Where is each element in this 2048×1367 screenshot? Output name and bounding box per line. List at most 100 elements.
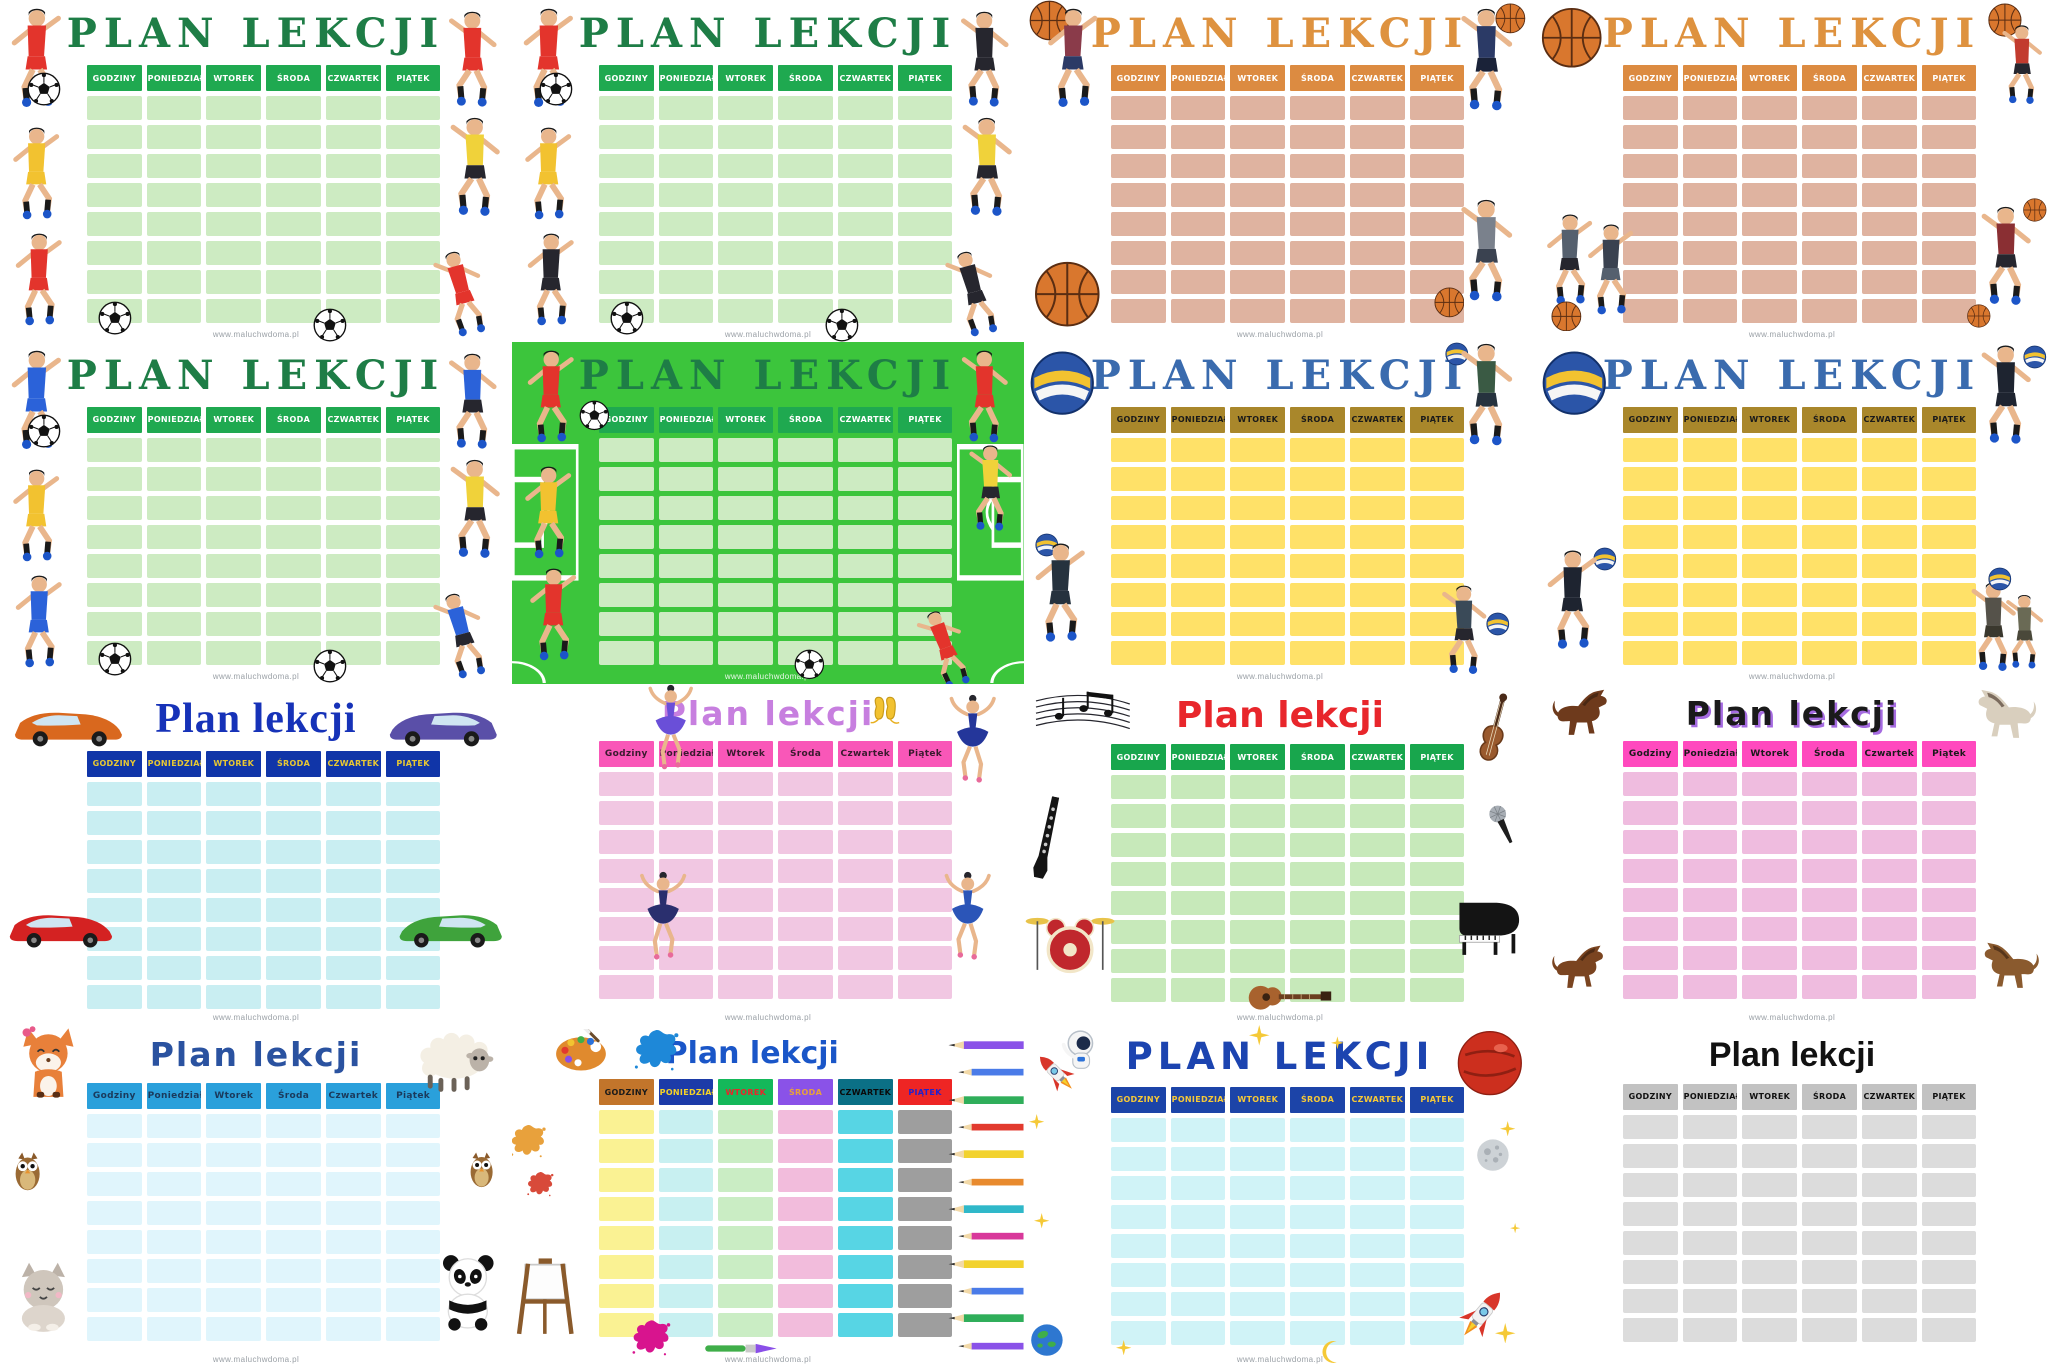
empty-slot [86, 1287, 142, 1312]
empty-slot [1349, 1320, 1405, 1345]
empty-slot [1409, 125, 1465, 149]
empty-slot [598, 640, 654, 665]
empty-slot [146, 437, 202, 462]
empty-slot [325, 1287, 381, 1312]
sparkle-icon [1029, 1114, 1044, 1129]
empty-slot [658, 1255, 714, 1280]
empty-slot [1170, 640, 1226, 665]
empty-slot [1742, 582, 1798, 607]
timetable-row [86, 839, 441, 864]
timetable-card-soccer-blue[interactable]: PLAN LEKCJI GODZINYPONIEDZIAŁEKWTOREKŚRO… [0, 341, 512, 684]
empty-slot [598, 1168, 654, 1193]
empty-slot [1682, 1317, 1738, 1342]
timetable-card-volleyball-1[interactable]: PLAN LEKCJI GODZINYPONIEDZIAŁEKWTOREKŚRO… [1024, 341, 1536, 684]
timetable-card-art[interactable]: Plan lekcji GODZINYPONIEDZIAŁEKWTOREKŚRO… [512, 1025, 1024, 1367]
empty-slot [86, 466, 142, 491]
empty-slot [718, 466, 774, 491]
empty-slot [1802, 1201, 1857, 1226]
empty-slot [325, 241, 381, 265]
empty-slot [325, 955, 381, 980]
day-header-2: WTOREK [1742, 406, 1798, 433]
empty-slot [1861, 858, 1917, 883]
empty-slot [837, 582, 893, 607]
timetable-card-soccer-field[interactable]: PLAN LEKCJI GODZINYPONIEDZIAŁEKWTOREKŚRO… [512, 341, 1024, 684]
empty-slot [1230, 775, 1286, 800]
empty-slot [718, 974, 774, 999]
empty-slot [897, 270, 953, 294]
timetable-card-cars[interactable]: Plan lekcji GODZINYPONIEDZIAŁEKWTOREKŚRO… [0, 683, 512, 1026]
empty-slot [266, 582, 321, 607]
empty-slot [1409, 611, 1465, 636]
empty-slot [266, 955, 321, 980]
empty-slot [1921, 437, 1977, 462]
empty-slot [385, 524, 441, 549]
empty-slot [1409, 241, 1465, 265]
timetable-card-music[interactable]: Plan lekcji GODZINYPONIEDZIAŁEKWTOREKŚRO… [1024, 683, 1536, 1026]
empty-slot [1409, 949, 1465, 974]
empty-slot [1861, 1317, 1917, 1342]
soccer-player-icon [5, 574, 72, 670]
timetable-card-horses[interactable]: Plan lekcji GodzinyPoniedziałekWtorekŚro… [1536, 683, 2048, 1026]
timetable-row [86, 640, 441, 665]
empty-slot [598, 1139, 654, 1164]
empty-slot [778, 800, 833, 825]
timetable-row [86, 1142, 441, 1167]
timetable-row [1622, 858, 1977, 883]
timetable-row [1622, 212, 1977, 236]
empty-slot [1921, 495, 1977, 520]
timetable-card-plain[interactable]: Plan lekcji GODZINYPONIEDZIAŁEKWTOREKŚRO… [1536, 1025, 2048, 1367]
empty-slot [325, 1229, 381, 1254]
empty-slot [1682, 1114, 1738, 1139]
timetable-card-space[interactable]: PLAN LEKCJI GODZINYPONIEDZIAŁEKWTOREKŚRO… [1024, 1025, 1536, 1367]
footer-url: www.maluchwdoma.pl [724, 1355, 812, 1364]
owl-icon [10, 1152, 46, 1193]
timetable-row [86, 212, 441, 236]
empty-slot [1861, 582, 1917, 607]
empty-slot [1409, 1175, 1465, 1200]
empty-slot [837, 96, 893, 120]
timetable-card-volleyball-2[interactable]: PLAN LEKCJI GODZINYPONIEDZIAŁEKWTOREKŚRO… [1536, 341, 2048, 684]
empty-slot [146, 299, 202, 323]
empty-slot [1409, 1204, 1465, 1229]
footer-url: www.maluchwdoma.pl [1748, 329, 1836, 339]
timetable-card-soccer-red[interactable]: PLAN LEKCJI GODZINYPONIEDZIAŁEKWTOREKŚRO… [0, 0, 512, 342]
paint-splatter-icon [522, 1169, 558, 1200]
volleyball-icon [1987, 567, 2013, 591]
empty-slot [146, 582, 202, 607]
empty-slot [778, 299, 833, 323]
timetable-card-soccer-black[interactable]: PLAN LEKCJI GODZINYPONIEDZIAŁEKWTOREKŚRO… [512, 0, 1024, 342]
empty-slot [718, 183, 774, 207]
empty-slot [1921, 771, 1977, 796]
empty-slot [385, 868, 441, 893]
empty-slot [778, 1110, 833, 1135]
timetable-card-basketball-1[interactable]: PLAN LEKCJI GODZINYPONIEDZIAŁEKWTOREKŚRO… [1024, 0, 1536, 342]
timetable-card-animals[interactable]: Plan lekcji GodzinyPoniedziałekWtorekŚro… [0, 1025, 512, 1367]
empty-slot [1802, 524, 1857, 549]
empty-slot [718, 582, 774, 607]
timetable-card-basketball-2[interactable]: PLAN LEKCJI GODZINYPONIEDZIAŁEKWTOREKŚRO… [1536, 0, 2048, 342]
timetable: GODZINYPONIEDZIAŁEKWTOREKŚRODACZWARTEKPI… [594, 60, 958, 328]
empty-slot [86, 1258, 142, 1283]
basketball-icon [1034, 260, 1101, 328]
empty-slot [1409, 920, 1465, 945]
empty-slot [897, 183, 953, 207]
empty-slot [146, 241, 202, 265]
empty-slot [1742, 241, 1798, 265]
empty-slot [266, 897, 321, 922]
empty-slot [778, 96, 833, 120]
empty-slot [1622, 887, 1678, 912]
day-header-4: CZWARTEK [1861, 406, 1917, 433]
empty-slot [266, 839, 321, 864]
empty-slot [1921, 1288, 1977, 1313]
timetable-header: GodzinyPoniedziałekWtorekŚrodaCzwartekPi… [86, 1082, 441, 1109]
empty-slot [1742, 1201, 1798, 1226]
timetable-card-ballet[interactable]: Plan lekcji GodzinyPoniedziałekWtorekŚro… [512, 683, 1024, 1026]
empty-slot [1170, 553, 1226, 578]
empty-slot [385, 1200, 441, 1225]
timetable-row [86, 868, 441, 893]
empty-slot [837, 466, 893, 491]
empty-slot [837, 611, 893, 636]
empty-slot [837, 299, 893, 323]
empty-slot [1230, 1146, 1286, 1171]
empty-slot [1110, 804, 1166, 829]
